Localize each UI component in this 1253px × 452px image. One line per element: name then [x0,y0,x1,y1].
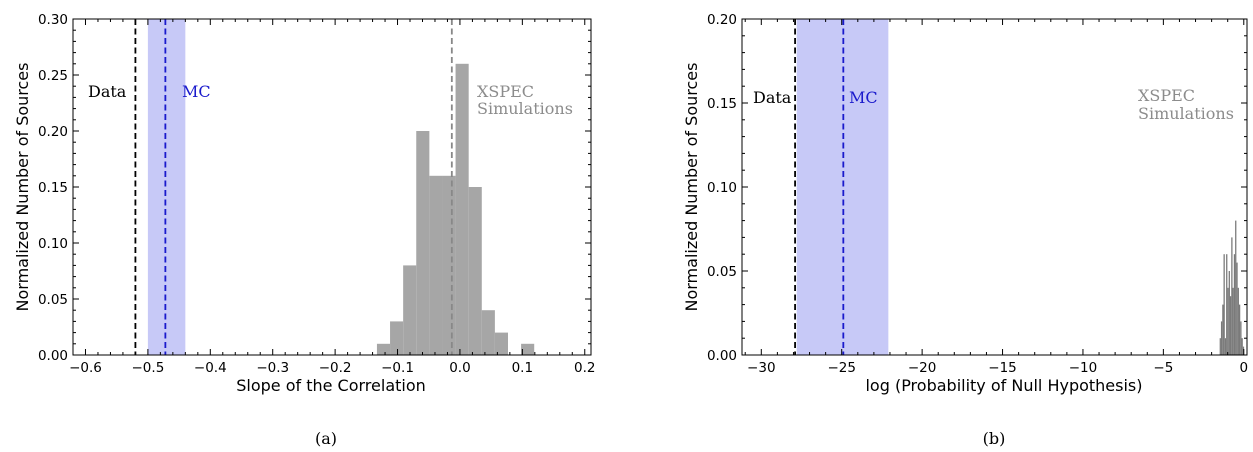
y-tick-label: 0.00 [38,348,68,364]
y-tick-label: 0.00 [707,348,737,364]
histogram-bar-0 [376,343,391,355]
x-tick-label: −10 [1069,360,1098,376]
y-tick-label: 0.10 [38,236,68,252]
annotation-mc-b: MC [849,88,878,107]
histogram-bar-5 [1226,254,1228,355]
histogram-bar-3 [1223,254,1225,355]
histogram-bar-8 [481,310,495,355]
chart-panel-b: −30 −25 −20 −15 −10 −5 0 0.00 0.05 0.10 0.15 0.20 D… [682,12,1248,448]
histogram-bar-2 [403,265,417,355]
y-tick-label: 0.20 [38,124,68,140]
x-tick-label: −0.3 [256,360,289,376]
annotation-xspec-b: XSPEC [1138,86,1195,105]
x-tick-label: −0.5 [132,360,165,376]
histogram-bar-4 [429,175,443,355]
annotation-data-b: Data [753,88,792,107]
histogram-bar-0 [1219,338,1221,355]
histogram-bar-15 [1238,304,1241,355]
histogram-bar-7 [468,187,482,355]
histogram-bar-10 [1232,287,1234,355]
histogram-bar-6 [455,63,469,356]
x-axis-label-b: log (Probability of Null Hypothesis) [865,376,1142,395]
histogram-bar-12 [1235,220,1237,355]
x-tick-label: −0.4 [194,360,227,376]
y-axis-label-a: Normalized Number of Sources [13,63,32,312]
x-tick-label: 0 [1239,360,1248,376]
histogram-bar-11 [1233,254,1236,355]
y-tick-label: 0.15 [707,96,737,112]
x-tick-label: −20 [908,360,937,376]
x-tick-label: 0.0 [449,360,470,376]
histogram-bar-2 [1222,304,1224,355]
annotation-simulations-a: Simulations [477,99,573,118]
histogram-bar-4 [1224,338,1227,355]
y-axis-label-b: Normalized Number of Sources [682,63,701,312]
x-tick-label: −15 [988,360,1017,376]
x-tick-label: −30 [747,360,776,376]
y-tick-label: 0.30 [38,12,68,28]
histogram-bar-16 [1240,321,1242,355]
histogram-bar-6 [1227,287,1229,355]
chart-panel-a: −0.6 −0.5 −0.4 −0.3 −0.2 −0.1 0.0 0.1 0.2 0.00 0.0… [13,12,596,448]
histogram-bar-1 [390,321,404,355]
x-tick-label: −5 [1153,360,1173,376]
y-tick-label: 0.20 [707,12,737,28]
annotation-simulations-b: Simulations [1138,104,1234,123]
annotation-data-a: Data [88,82,127,101]
uncertainty-band-1 [147,19,186,355]
x-axis-label-a: Slope of the Correlation [236,376,426,395]
x-tick-label: 0.2 [574,360,595,376]
y-tick-label: 0.15 [38,180,68,196]
histogram-bar-8 [1229,296,1232,355]
y-tick-label: 0.10 [707,180,737,196]
histogram-bar-17 [1241,338,1243,355]
histogram-bar-7 [1228,271,1230,355]
histogram-bar-1 [1220,321,1223,355]
annotation-mc-a: MC [182,82,211,101]
x-tick-label: −25 [827,360,856,376]
histogram-bar-9 [1231,237,1233,355]
x-tick-label: −0.1 [381,360,414,376]
histogram-bar-3 [416,131,430,355]
caption-b: (b) [983,429,1006,448]
annotation-xspec-a: XSPEC [477,82,534,101]
histogram-bar-13 [1236,262,1238,355]
caption-a: (a) [315,429,337,448]
y-tick-label: 0.05 [38,292,68,308]
x-tick-label: −0.2 [319,360,352,376]
y-tick-label: 0.25 [38,68,68,84]
x-tick-label: 0.1 [512,360,533,376]
histogram-bar-11 [521,343,535,355]
x-tick-label: −0.6 [69,360,102,376]
histogram-bar-14 [1237,287,1239,355]
histogram-bar-5 [442,175,456,355]
histogram-bar-9 [494,332,508,355]
y-tick-label: 0.05 [707,264,737,280]
